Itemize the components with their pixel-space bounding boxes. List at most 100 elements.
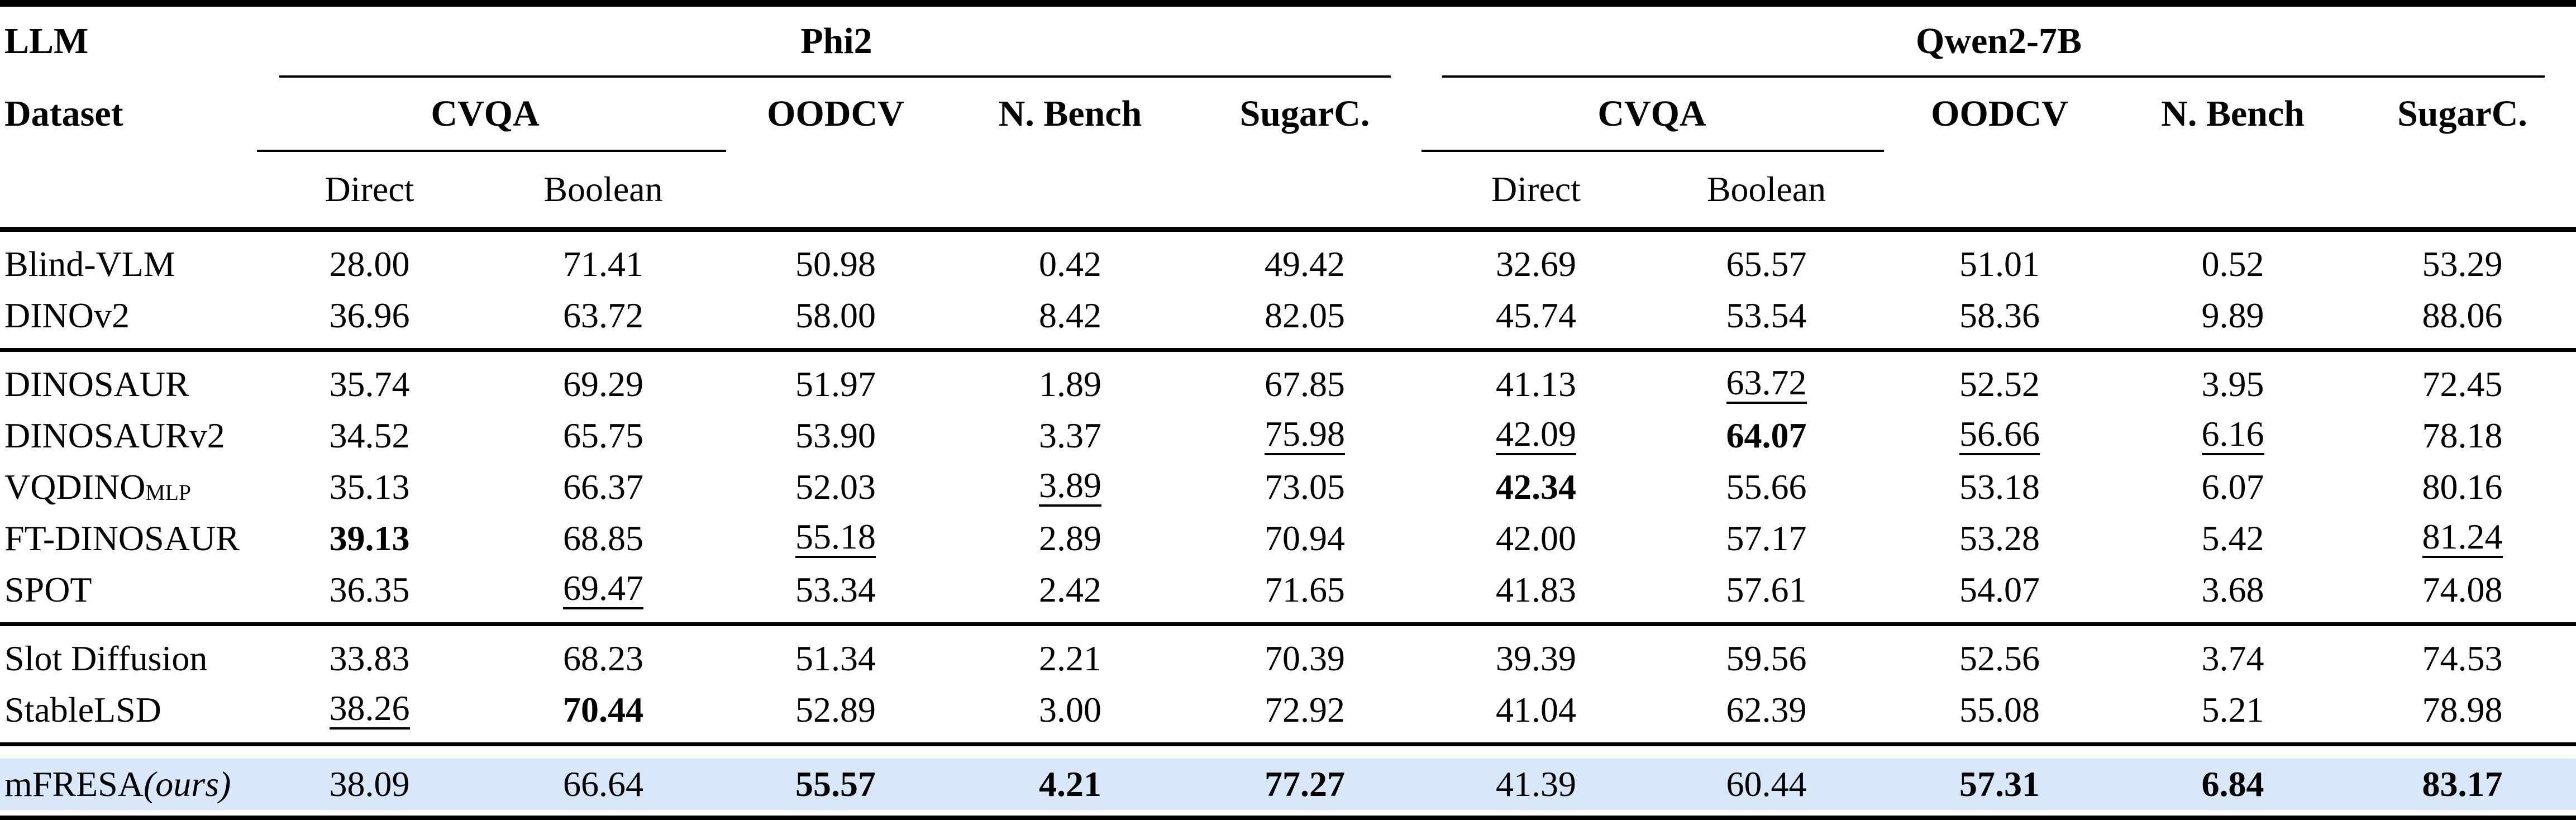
metric-value: 75.98	[1188, 416, 1421, 455]
cvqa-rules	[0, 150, 2576, 152]
metric-value: 68.85	[563, 518, 643, 558]
metric-value: 5.42	[2201, 518, 2264, 558]
header-row-dataset: Dataset CVQA OODCV N. Bench SugarC. CVQA…	[0, 78, 2576, 150]
metric-value: 1.89	[1039, 364, 1101, 404]
metric-value: 55.18	[719, 519, 952, 558]
table-bottom-rule	[0, 816, 2576, 820]
metric-value: 4.21	[1039, 764, 1101, 804]
corner-label-llm: LLM	[4, 20, 89, 61]
metric-value: 2.89	[1039, 518, 1101, 558]
metric-value: 3.89	[952, 468, 1188, 507]
metric-value: 57.61	[1726, 570, 1807, 609]
table-row: DINOSAURv2 34.52 65.75 53.90 3.37 75.98 42.09 6…	[0, 410, 2576, 461]
metric-value: 74.08	[2422, 570, 2503, 609]
metric-value: 49.42	[1265, 244, 1345, 284]
header-bottom-rule	[0, 227, 2576, 232]
header-row-cvqa-subs: Direct Boolean Direct Boolean	[0, 152, 2576, 227]
model-name: DINOSAURv2	[4, 416, 225, 455]
metric-value: 69.47	[488, 570, 719, 609]
metric-value: 88.06	[2422, 295, 2503, 335]
metric-value: 39.39	[1496, 638, 1576, 678]
metric-value: 56.66	[1882, 416, 2117, 455]
table-row: DINOSAUR 35.74 69.29 51.97 1.89 67.85 41.13 63.…	[0, 359, 2576, 410]
metric-value: 41.39	[1496, 764, 1576, 804]
metric-value: 70.44	[563, 690, 643, 730]
metric-value: 51.34	[795, 638, 876, 678]
metric-value: 55.08	[1959, 690, 2040, 730]
metric-value: 78.98	[2422, 690, 2503, 730]
metric-value: 73.05	[1265, 467, 1345, 507]
table-group: Slot Diffusion 33.83 68.23 51.34 2.21 70.39 39…	[0, 626, 2576, 742]
table-row: mFRESA (ours) 38.09 66.64 55.57 4.21 77.27 41.…	[0, 759, 2576, 810]
metric-value: 38.09	[329, 764, 410, 804]
metric-value: 57.17	[1726, 518, 1807, 558]
metric-value: 32.69	[1496, 244, 1576, 284]
table-row: StableLSD 38.26 70.44 52.89 3.00 72.92 41.04 62…	[0, 684, 2576, 736]
metric-value: 77.27	[1265, 764, 1345, 804]
metric-value: 53.28	[1959, 518, 2040, 558]
metric-value: 42.34	[1496, 467, 1576, 507]
metric-value: 71.41	[563, 244, 643, 284]
metric-value: 52.52	[1959, 364, 2040, 404]
metric-value: 67.85	[1265, 364, 1345, 404]
metric-value: 51.97	[795, 364, 876, 404]
model-name: VQDINO MLP	[4, 467, 191, 507]
metric-value: 45.74	[1496, 295, 1576, 335]
metric-value: 3.37	[1039, 416, 1101, 455]
metric-value: 36.96	[329, 295, 410, 335]
metric-value: 53.18	[1959, 467, 2040, 507]
metric-value: 81.24	[2349, 519, 2576, 558]
metric-value: 35.74	[329, 364, 410, 404]
metric-value: 42.09	[1421, 416, 1650, 455]
metric-value: 3.74	[2201, 638, 2264, 678]
metric-value: 66.37	[563, 467, 643, 507]
metric-value: 66.64	[563, 764, 643, 804]
table-group: Blind-VLM 28.00 71.41 50.98 0.42 49.42 32.69 65…	[0, 232, 2576, 348]
metric-value: 54.07	[1959, 570, 2040, 609]
metric-value: 59.56	[1726, 638, 1807, 678]
metric-value: 42.00	[1496, 518, 1576, 558]
metric-value: 80.16	[2422, 467, 2503, 507]
llm-group-rules	[0, 75, 2576, 78]
metric-value: 0.52	[2201, 244, 2264, 284]
header-row-llm: LLM Phi2 Qwen2-7B	[0, 7, 2576, 75]
dataset-cvqa-phi2: CVQA	[431, 93, 540, 134]
table-row: Slot Diffusion 33.83 68.23 51.34 2.21 70.39 39…	[0, 633, 2576, 684]
metric-value: 6.07	[2201, 467, 2264, 507]
dataset-oodcv-qwen: OODCV	[1931, 93, 2068, 134]
metric-value: 6.16	[2117, 416, 2349, 455]
metric-value: 58.36	[1959, 295, 2040, 335]
model-name: FT-DINOSAUR	[4, 518, 240, 558]
metric-value: 3.95	[2201, 364, 2264, 404]
metric-value: 62.39	[1726, 690, 1807, 730]
metric-value: 52.56	[1959, 638, 2040, 678]
sub-boolean-qwen: Boolean	[1706, 169, 1826, 209]
table-group: mFRESA (ours) 38.09 66.64 55.57 4.21 77.27 41.…	[0, 746, 2576, 816]
metric-value: 2.42	[1039, 570, 1101, 609]
llm-group-qwen2-7b: Qwen2-7B	[1916, 20, 2082, 61]
metric-value: 41.04	[1496, 690, 1576, 730]
cvqa-rule-phi2	[257, 150, 726, 152]
metric-value: 6.84	[2201, 764, 2264, 804]
metric-value: 41.13	[1496, 364, 1576, 404]
metric-value: 33.83	[329, 638, 410, 678]
qwen-group-rule	[1442, 75, 2545, 78]
model-name: SPOT	[4, 570, 92, 609]
sub-direct-phi2: Direct	[325, 169, 414, 209]
metric-value: 35.13	[329, 467, 410, 507]
metric-value: 28.00	[329, 244, 410, 284]
metric-value: 69.29	[563, 364, 643, 404]
metric-value: 53.29	[2422, 244, 2503, 284]
table-row: DINOv2 36.96 63.72 58.00 8.42 82.05 45.74 53.54…	[0, 290, 2576, 341]
metric-value: 71.65	[1265, 570, 1345, 609]
dataset-nbench-qwen: N. Bench	[2161, 93, 2305, 134]
metric-value: 72.92	[1265, 690, 1345, 730]
dataset-oodcv-phi2: OODCV	[767, 93, 904, 134]
metric-value: 36.35	[329, 570, 410, 609]
table-top-rule	[0, 0, 2576, 7]
table-row: Blind-VLM 28.00 71.41 50.98 0.42 49.42 32.69 65…	[0, 239, 2576, 290]
metric-value: 65.57	[1726, 244, 1807, 284]
sub-direct-qwen: Direct	[1491, 169, 1581, 209]
cvqa-rule-qwen	[1421, 150, 1884, 152]
